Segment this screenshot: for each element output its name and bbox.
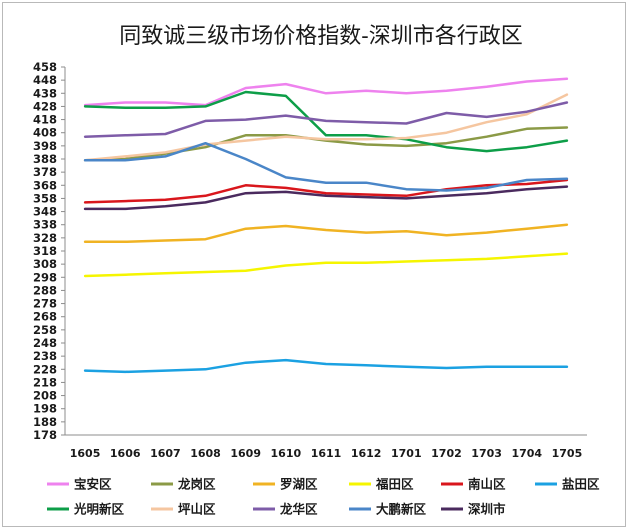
y-tick-label: 258 bbox=[33, 323, 57, 337]
chart-frame: 同致诚三级市场价格指数-深圳市各行政区 178 188 198 208 218 228 23… bbox=[2, 2, 626, 527]
series-line-5 bbox=[83, 178, 569, 204]
series-line-3 bbox=[83, 223, 569, 244]
y-tick-label: 408 bbox=[33, 126, 57, 140]
legend-label: 大鹏新区 bbox=[376, 502, 427, 517]
series-line-11 bbox=[83, 185, 569, 211]
y-tick-label: 378 bbox=[33, 165, 57, 179]
axes bbox=[61, 66, 587, 436]
y-tick-label: 188 bbox=[33, 415, 57, 429]
x-tick-label: 1609 bbox=[230, 447, 261, 460]
chart-title: 同致诚三级市场价格指数-深圳市各行政区 bbox=[119, 24, 522, 49]
x-tick-label: 1612 bbox=[351, 447, 382, 460]
y-tick-label: 438 bbox=[33, 86, 57, 100]
y-tick-label: 288 bbox=[33, 283, 57, 297]
y-tick-label: 238 bbox=[33, 349, 57, 363]
x-tick-labels: 1605 1606 1607 1608 1609 1610 1611 1612 1701 1702… bbox=[70, 447, 582, 460]
y-tick-label: 358 bbox=[33, 191, 57, 205]
x-tick-label: 1608 bbox=[190, 447, 221, 460]
y-tick-label: 268 bbox=[33, 310, 57, 324]
y-tick-label: 248 bbox=[33, 336, 57, 350]
legend-label: 南山区 bbox=[468, 477, 506, 492]
x-tick-label: 1702 bbox=[431, 447, 462, 460]
y-tick-label: 218 bbox=[33, 375, 57, 389]
x-tick-label: 1701 bbox=[391, 447, 422, 460]
y-tick-label: 278 bbox=[33, 297, 57, 311]
y-tick-label: 328 bbox=[33, 231, 57, 245]
y-tick-label: 398 bbox=[33, 139, 57, 153]
legend-label: 深圳市 bbox=[468, 502, 506, 517]
y-tick-label: 298 bbox=[33, 270, 57, 284]
line-chart: 同致诚三级市场价格指数-深圳市各行政区 17818819820821822823… bbox=[33, 24, 600, 517]
y-tick-label: 428 bbox=[33, 99, 57, 113]
y-tick-label: 368 bbox=[33, 178, 57, 192]
series-line-8 bbox=[83, 93, 569, 162]
y-tick-label: 458 bbox=[33, 60, 57, 74]
series-line-7 bbox=[83, 90, 569, 153]
x-tick-label: 1605 bbox=[70, 447, 101, 460]
series-line-1 bbox=[83, 77, 569, 107]
y-tick-label: 338 bbox=[33, 218, 57, 232]
series-line-2 bbox=[83, 126, 569, 162]
y-tick-label: 318 bbox=[33, 244, 57, 258]
y-tick-label: 348 bbox=[33, 205, 57, 219]
y-tick-label: 178 bbox=[33, 428, 57, 442]
x-tick-label: 1607 bbox=[150, 447, 181, 460]
legend-label: 罗湖区 bbox=[280, 477, 318, 492]
y-tick-label: 308 bbox=[33, 257, 57, 271]
series-line-6 bbox=[83, 358, 569, 374]
series-line-4 bbox=[83, 252, 569, 278]
y-tick-label: 418 bbox=[33, 113, 57, 127]
y-tick-labels: 1781881982082182282382482582682782882983… bbox=[33, 60, 57, 442]
series-lines bbox=[83, 77, 569, 374]
x-tick-label: 1611 bbox=[311, 447, 342, 460]
legend-label: 盐田区 bbox=[562, 477, 600, 492]
y-tick-label: 198 bbox=[33, 402, 57, 416]
y-tick-label: 388 bbox=[33, 152, 57, 166]
legend-label: 龙华区 bbox=[279, 502, 318, 517]
y-tick-label: 208 bbox=[33, 389, 57, 403]
x-tick-label: 1610 bbox=[271, 447, 302, 460]
y-tick-label: 448 bbox=[33, 73, 57, 87]
x-tick-label: 1606 bbox=[110, 447, 141, 460]
x-tick-label: 1703 bbox=[471, 447, 502, 460]
legend-label: 光明新区 bbox=[73, 502, 125, 517]
y-tick-label: 228 bbox=[33, 362, 57, 376]
x-tick-label: 1704 bbox=[511, 447, 542, 460]
legend-label: 坪山区 bbox=[178, 502, 216, 517]
legend-label: 宝安区 bbox=[74, 477, 112, 492]
legend-label: 龙岗区 bbox=[177, 477, 216, 492]
x-tick-label: 1705 bbox=[552, 447, 583, 460]
series-line-9 bbox=[83, 101, 569, 138]
series-line-10 bbox=[83, 141, 569, 192]
legend-label: 福田区 bbox=[375, 477, 414, 492]
